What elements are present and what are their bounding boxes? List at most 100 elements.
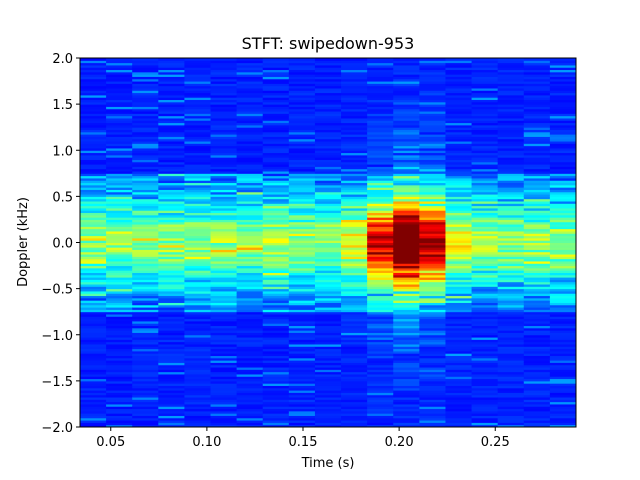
- heatmap-cell: [106, 267, 133, 271]
- heatmap-cell: [288, 341, 316, 345]
- heatmap-cell: [80, 249, 107, 253]
- heatmap-cell: [497, 138, 525, 142]
- heatmap-cell: [314, 309, 342, 313]
- heatmap-cell: [471, 254, 499, 257]
- heatmap-cell: [367, 147, 394, 151]
- heatmap-cell: [314, 145, 342, 149]
- heatmap-cell: [210, 355, 238, 359]
- heatmap-cell: [262, 198, 290, 202]
- heatmap-cell: [80, 210, 107, 214]
- heatmap-cell: [445, 124, 473, 128]
- heatmap-cell: [341, 251, 368, 255]
- heatmap-cell: [106, 350, 133, 354]
- heatmap-cell: [549, 417, 577, 421]
- heatmap-cell: [132, 159, 159, 163]
- heatmap-cell: [419, 387, 446, 391]
- heatmap-cell: [106, 147, 133, 151]
- heatmap-cell: [419, 212, 446, 216]
- heatmap-cell: [549, 187, 577, 190]
- heatmap-cell: [262, 173, 290, 177]
- heatmap-cell: [210, 339, 238, 343]
- heatmap-cell: [445, 267, 473, 271]
- heatmap-cell: [184, 302, 212, 306]
- heatmap-cell: [80, 198, 107, 202]
- heatmap-cell: [549, 159, 577, 163]
- heatmap-cell: [314, 106, 342, 110]
- heatmap-cell: [210, 401, 238, 405]
- heatmap-cell: [132, 309, 159, 313]
- heatmap-cell: [393, 177, 420, 181]
- heatmap-cell: [80, 92, 107, 96]
- heatmap-cell: [314, 265, 342, 269]
- heatmap-cell: [184, 265, 212, 269]
- heatmap-cell: [367, 397, 394, 400]
- heatmap-cell: [393, 124, 420, 128]
- heatmap-cell: [497, 205, 525, 209]
- heatmap-cell: [314, 233, 342, 237]
- heatmap-cell: [523, 332, 551, 336]
- heatmap-cell: [262, 152, 290, 156]
- heatmap-cell: [471, 320, 499, 324]
- heatmap-cell: [158, 401, 185, 405]
- heatmap-cell: [262, 210, 290, 214]
- heatmap-cell: [367, 226, 394, 230]
- heatmap-cell: [106, 249, 133, 253]
- heatmap-cell: [184, 189, 212, 193]
- heatmap-cell: [314, 334, 342, 338]
- heatmap-cell: [497, 327, 525, 331]
- heatmap-cell: [367, 85, 394, 89]
- heatmap-cell: [419, 254, 446, 257]
- heatmap-cell: [497, 251, 525, 255]
- heatmap-cell: [393, 350, 420, 354]
- heatmap-cell: [314, 159, 342, 163]
- heatmap-cell: [262, 376, 290, 380]
- heatmap-cell: [132, 67, 159, 71]
- heatmap-cell: [184, 244, 212, 248]
- heatmap-cell: [341, 76, 368, 80]
- heatmap-cell: [210, 180, 238, 184]
- heatmap-cell: [419, 152, 446, 156]
- heatmap-cell: [210, 64, 238, 68]
- heatmap-cell: [132, 69, 159, 73]
- heatmap-cell: [288, 152, 316, 156]
- heatmap-cell: [367, 111, 394, 114]
- heatmap-cell: [236, 406, 264, 410]
- heatmap-cell: [236, 401, 264, 405]
- heatmap-cell: [236, 177, 264, 181]
- heatmap-cell: [262, 316, 290, 320]
- heatmap-cell: [236, 104, 264, 107]
- heatmap-cell: [80, 143, 107, 147]
- heatmap-cell: [314, 237, 342, 241]
- heatmap-cell: [471, 249, 499, 253]
- heatmap-cell: [497, 272, 525, 276]
- heatmap-cell: [80, 212, 107, 216]
- heatmap-cell: [236, 205, 264, 209]
- heatmap-cell: [419, 198, 446, 202]
- heatmap-cell: [419, 355, 446, 359]
- heatmap-cell: [80, 270, 107, 273]
- heatmap-cell: [497, 410, 525, 414]
- heatmap-cell: [471, 327, 499, 331]
- heatmap-cell: [106, 403, 133, 407]
- heatmap-cell: [262, 249, 290, 253]
- heatmap-cell: [419, 87, 446, 91]
- heatmap-cell: [262, 318, 290, 322]
- heatmap-cell: [523, 134, 551, 137]
- heatmap-cell: [80, 424, 107, 428]
- heatmap-cell: [341, 350, 368, 354]
- heatmap-cell: [236, 60, 264, 64]
- heatmap-cell: [471, 410, 499, 414]
- heatmap-cell: [341, 111, 368, 114]
- heatmap-cell: [184, 242, 212, 246]
- heatmap-cell: [471, 117, 499, 121]
- heatmap-cell: [132, 152, 159, 156]
- heatmap-cell: [106, 187, 133, 190]
- heatmap-cell: [184, 240, 212, 243]
- heatmap-cell: [210, 106, 238, 110]
- heatmap-cell: [236, 214, 264, 218]
- heatmap-cell: [106, 224, 133, 227]
- heatmap-cell: [184, 284, 212, 287]
- heatmap-cell: [497, 408, 525, 412]
- heatmap-cell: [210, 97, 238, 101]
- heatmap-cell: [523, 394, 551, 398]
